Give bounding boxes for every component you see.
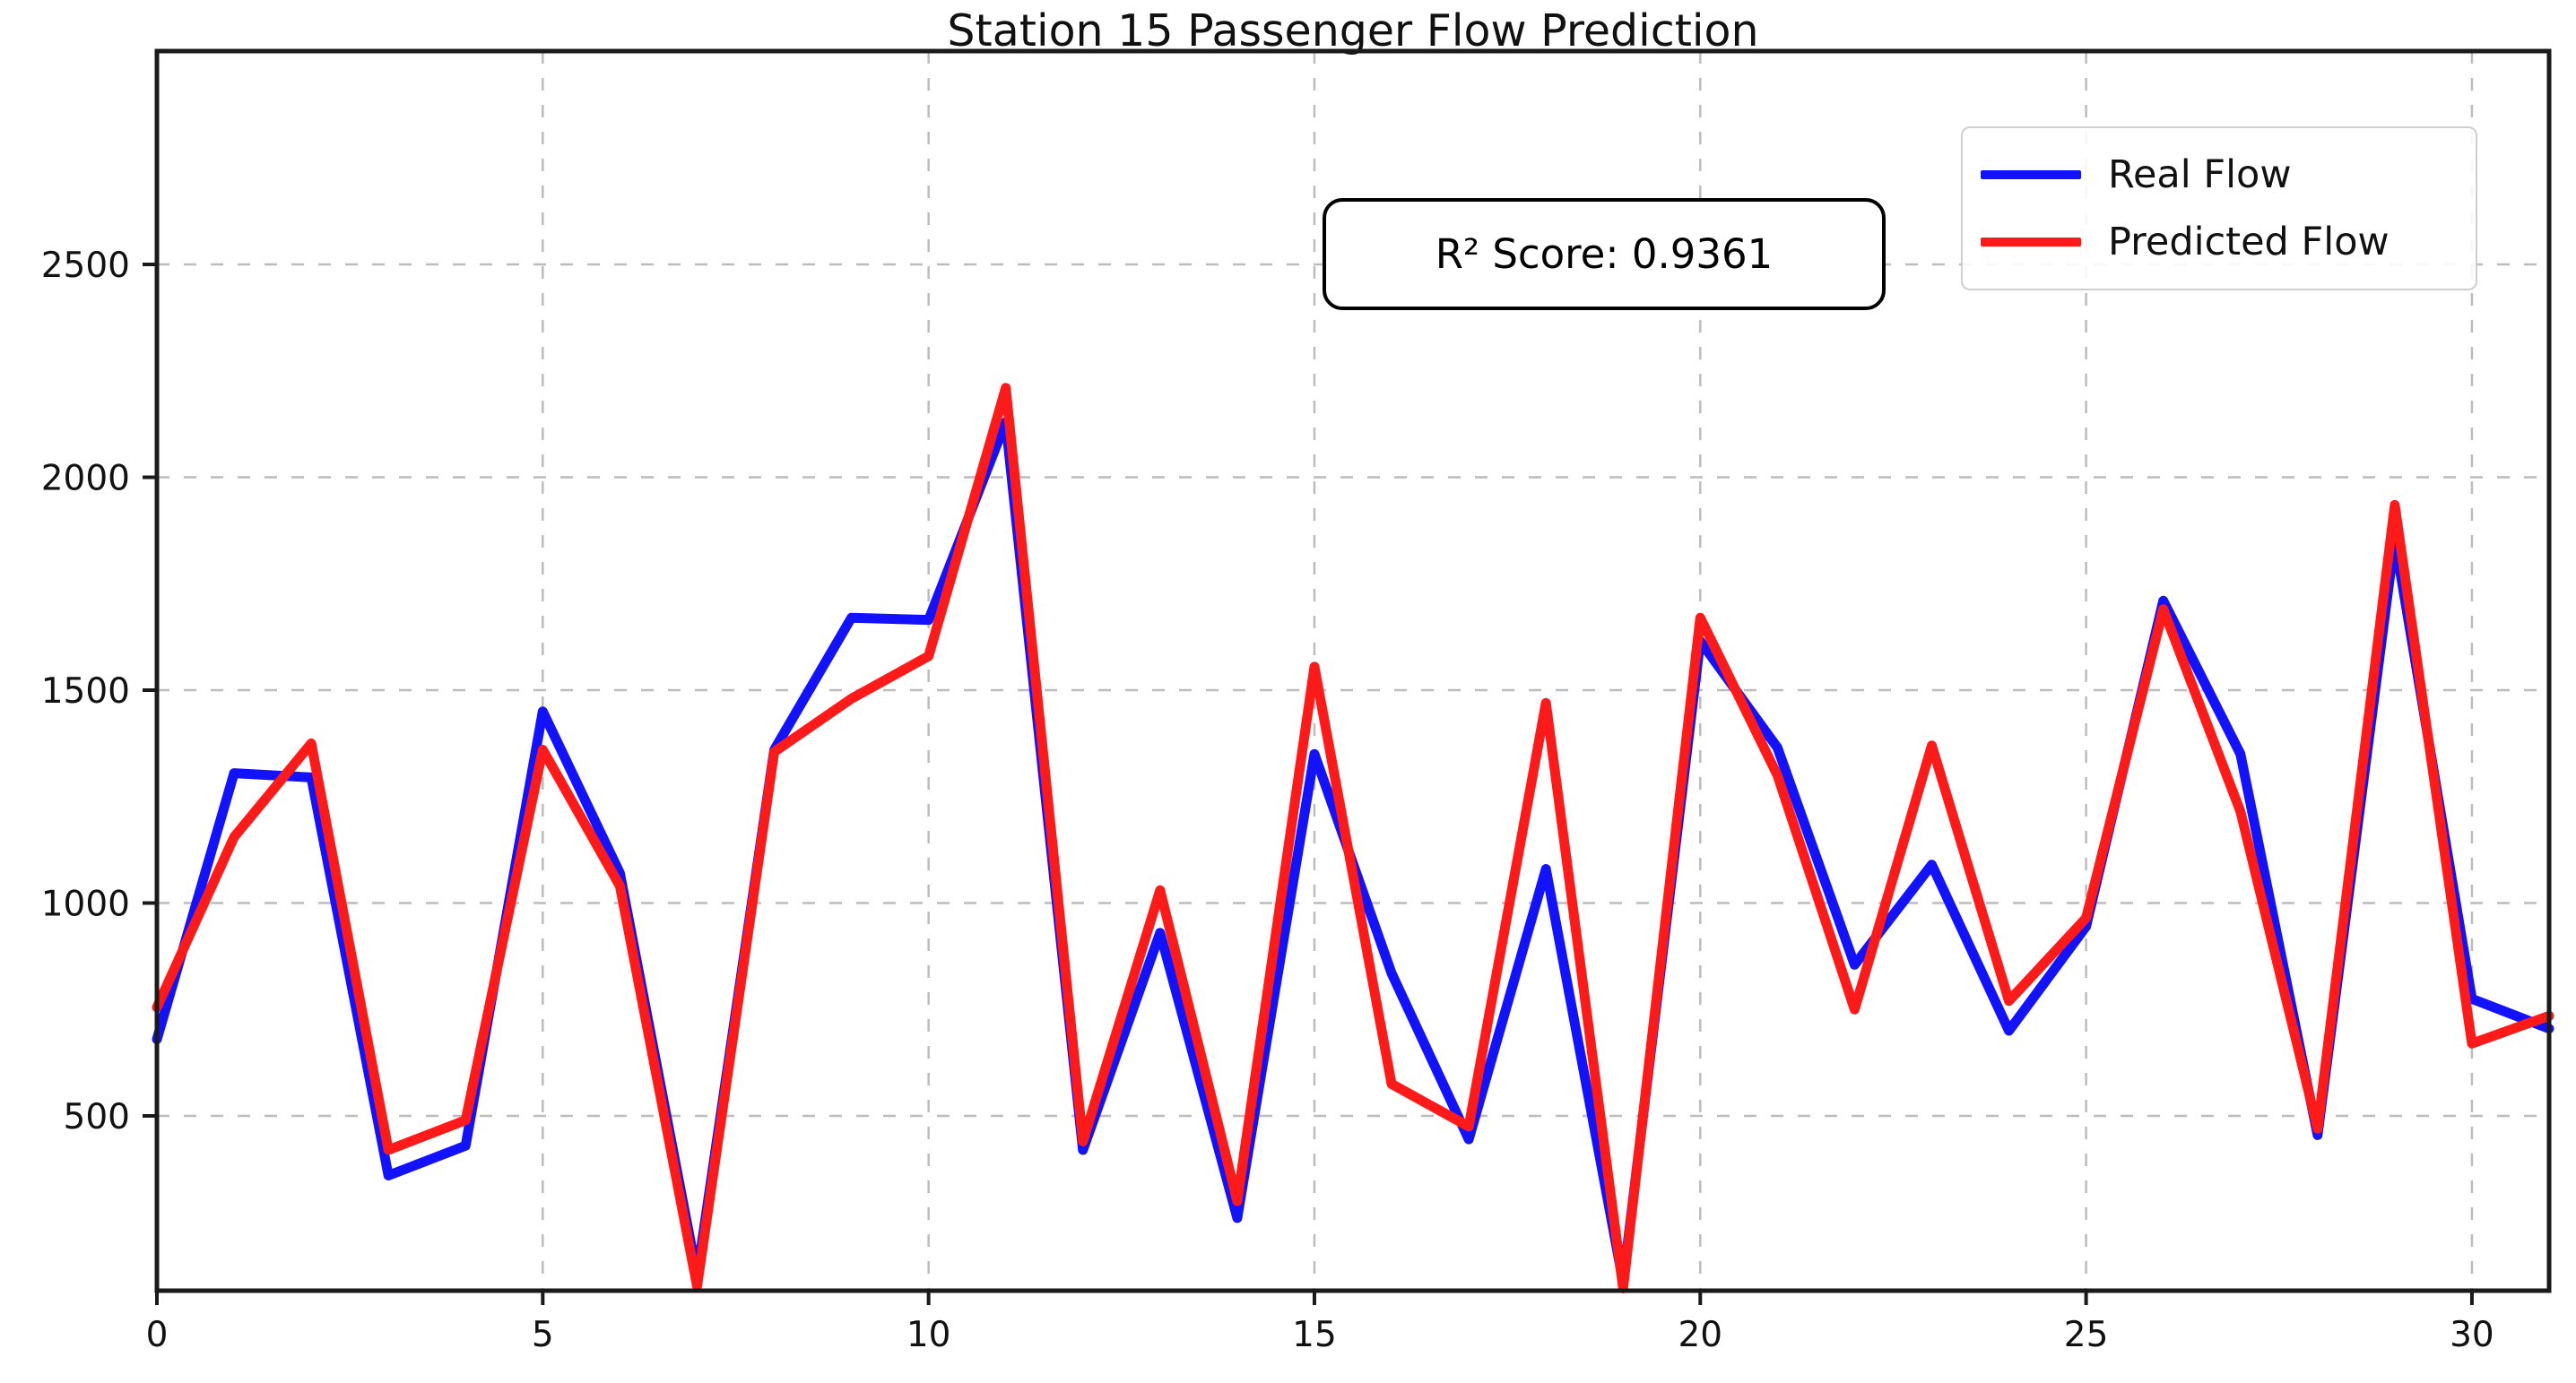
predicted-flow-line — [152, 383, 2554, 1293]
legend-item-real-flow: Real Flow — [1981, 146, 2458, 203]
legend-label: Real Flow — [2108, 151, 2292, 197]
legend-label: Predicted Flow — [2108, 220, 2390, 265]
r2-score-annotation: R² Score: 0.9361 — [1323, 198, 1886, 310]
y-tick-label: 500 — [64, 1097, 130, 1137]
x-tick-label: 5 — [532, 1315, 554, 1355]
y-tick-label: 1500 — [41, 671, 130, 712]
x-tick-label: 15 — [1292, 1315, 1337, 1355]
legend: Real Flow Predicted Flow — [1961, 126, 2477, 290]
legend-line-swatch — [1981, 238, 2081, 247]
y-tick-label: 2000 — [41, 459, 130, 499]
y-tick-label: 2500 — [41, 246, 130, 286]
axes-frame — [154, 48, 2552, 1293]
legend-item-predicted-flow: Predicted Flow — [1981, 213, 2458, 271]
x-tick-label: 20 — [1678, 1315, 1722, 1355]
x-tick-label: 30 — [2450, 1315, 2494, 1355]
r2-score-text: R² Score: 0.9361 — [1435, 230, 1774, 278]
x-tick-label: 10 — [906, 1315, 951, 1355]
chart-title: Station 15 Passenger Flow Prediction — [947, 5, 1759, 56]
legend-line-swatch — [1981, 169, 2081, 179]
y-tick-label: 1000 — [41, 885, 130, 925]
x-tick-label: 25 — [2064, 1315, 2109, 1355]
x-tick-label: 0 — [146, 1315, 169, 1355]
